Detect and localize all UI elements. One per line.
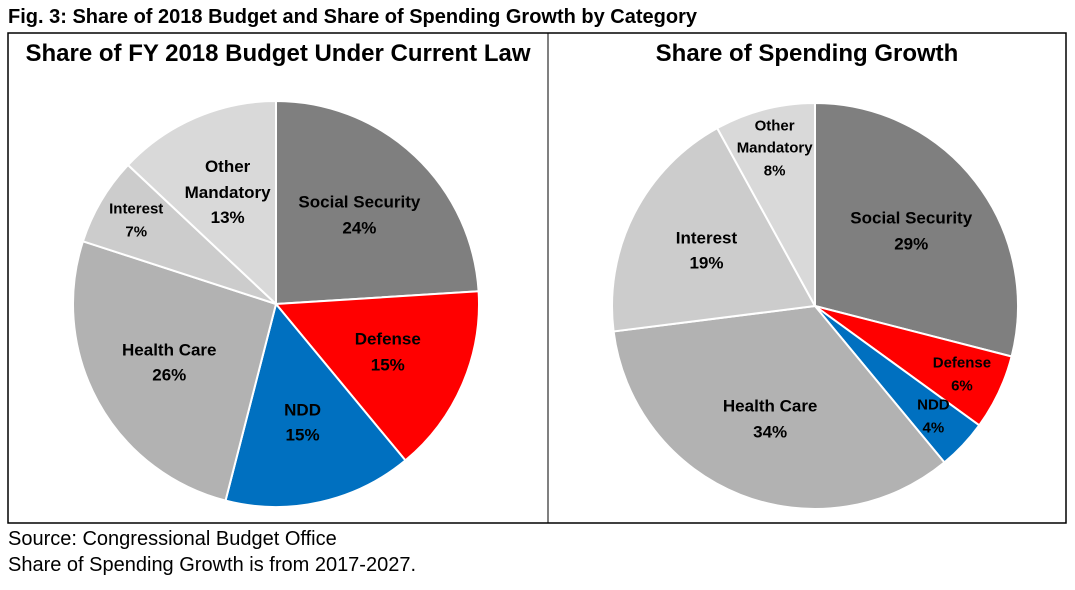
slice-value: 15% (370, 355, 405, 375)
pie-slice (814, 101, 1019, 358)
slice-label: Other Mandatory 8% (730, 115, 820, 183)
slice-value: 7% (125, 223, 148, 241)
slice-value: 4% (922, 419, 945, 437)
slice-label: Defense 15% (303, 327, 473, 378)
slice-name: NDD (917, 396, 950, 414)
slice-value: 6% (951, 377, 973, 395)
pie-slice (273, 290, 480, 462)
slice-value: 26% (152, 365, 187, 385)
slice-value: 19% (689, 253, 724, 273)
pie-slice (612, 304, 946, 510)
slice-label: Interest 19% (621, 225, 791, 276)
slice-name: Health Care (722, 396, 818, 416)
slice-label: NDD 15% (218, 397, 388, 448)
pie-slice (715, 101, 816, 307)
slice-label: Defense 6% (917, 353, 1007, 398)
pie-slice (275, 99, 480, 306)
slice-value: 29% (894, 234, 929, 254)
slice-name: Defense (932, 354, 992, 372)
slice-label: NDD 4% (888, 395, 978, 440)
pie-slice (126, 99, 277, 307)
source: Source: Congressional Budget Office (8, 528, 337, 550)
pie-slice (224, 301, 407, 508)
slice-label: Health Care 26% (84, 337, 254, 388)
slice-value: 8% (763, 161, 786, 179)
slice-name: Social Security (850, 208, 973, 228)
slice-name: Other Mandatory (184, 156, 271, 202)
chart-title: Share of FY 2018 Budget Under Current La… (25, 40, 531, 67)
slice-label: Social Security 29% (826, 206, 996, 257)
chart-title: Share of Spending Growth (655, 40, 959, 67)
slice-label: Social Security 24% (274, 190, 444, 241)
slice-name: Defense (354, 329, 421, 349)
figure-title: Fig. 3: Share of 2018 Budget and Share o… (8, 6, 697, 28)
slice-name: Interest (675, 228, 738, 248)
note: Share of Spending Growth is from 2017-20… (8, 554, 417, 576)
frame (7, 32, 1067, 524)
slice-value: 13% (210, 207, 245, 227)
slice-name: Interest (109, 200, 164, 218)
slice-name: Health Care (122, 340, 217, 360)
slice-value: 34% (753, 422, 788, 442)
slice-value: 24% (342, 218, 377, 238)
slice-name: Other Mandatory (736, 116, 813, 157)
slice-label: Interest 7% (91, 199, 181, 244)
slice-value: 15% (285, 425, 320, 445)
slice-name: Social Security (298, 192, 421, 212)
pie-slice (72, 240, 278, 502)
slice-label: Health Care 34% (685, 394, 855, 445)
pie-slice (611, 126, 817, 333)
slice-label: Other Mandatory 13% (183, 154, 273, 231)
slice-name: NDD (284, 400, 321, 420)
